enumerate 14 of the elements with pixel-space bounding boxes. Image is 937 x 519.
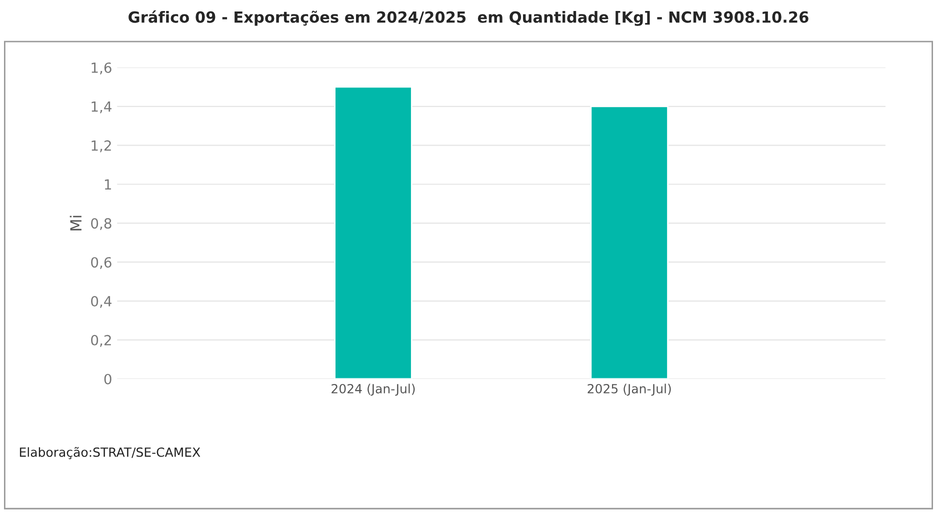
y-axis-title: Mi (70, 216, 82, 230)
y-tick-label: 0 (104, 374, 112, 384)
y-tick-label: 1,6 (92, 62, 112, 74)
x-tick-label: 2025 (Jan-Jul) (588, 384, 671, 396)
chart-title: Gráfico 09 - Exportações em 2024/2025 em Quantidade [Kg] - NCM 3908.10.26 (128, 10, 808, 26)
y-tick-label: 0,4 (91, 296, 112, 308)
y-tick-label: 1 (104, 179, 111, 190)
x-tick-label: 2024 (Jan-Jul) (332, 384, 415, 396)
y-tick-label: 0,8 (91, 218, 112, 230)
text: Elaboração:STRAT/SE-CAMEX (20, 447, 200, 460)
y-tick-label: 0,2 (91, 334, 111, 347)
y-tick-label: 1,2 (92, 140, 111, 152)
y-tick-label: 1,4 (92, 102, 112, 114)
y-tick-label: 0,6 (91, 257, 112, 269)
